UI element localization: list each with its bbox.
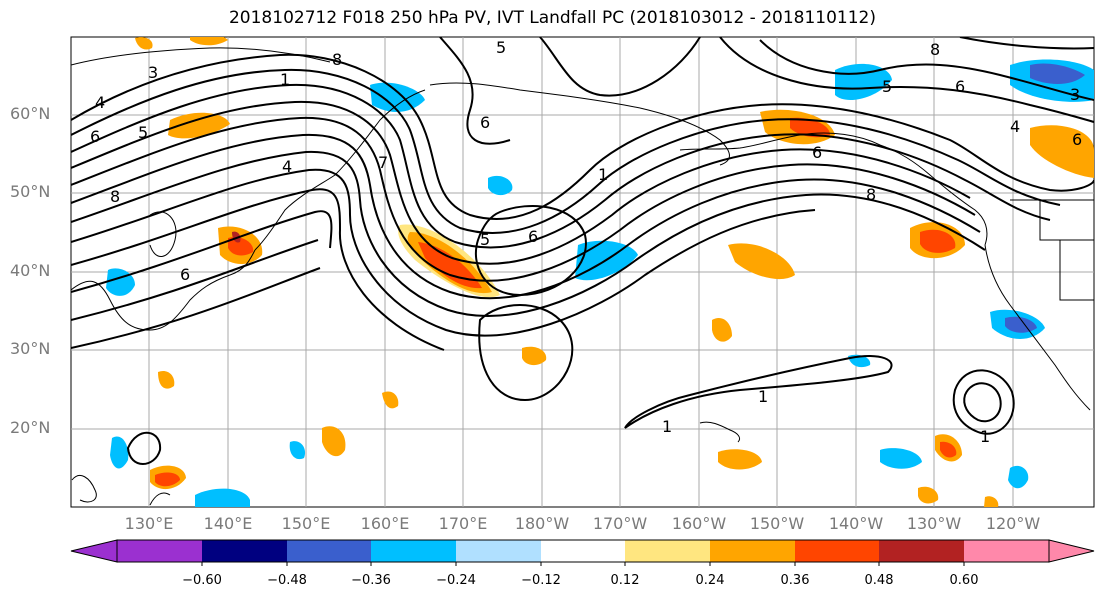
- contour-label-6-e: 6: [955, 77, 965, 96]
- colorbar: [70, 539, 1095, 566]
- lat-label-20n: 20°N: [10, 418, 51, 437]
- contour-label-6-c: 6: [528, 227, 538, 246]
- lon-label-160w: 160°W: [671, 514, 727, 533]
- contour-label-1-e: 1: [980, 427, 990, 446]
- colorbar-seg-11: [964, 540, 1049, 562]
- colorbar-seg-4: [371, 540, 456, 562]
- contour-label-6-a: 6: [480, 113, 490, 132]
- lon-label-170w: 170°W: [592, 514, 648, 533]
- contour-label-5-a: 5: [496, 38, 506, 57]
- lon-label-150w: 150°W: [749, 514, 805, 533]
- lon-label-130w: 130°W: [906, 514, 962, 533]
- contour-label-5-d: 5: [480, 230, 490, 249]
- contour-label-4-b: 4: [282, 157, 292, 176]
- colorbar-tick-label: 0.12: [610, 573, 640, 588]
- lon-label-160e: 160°E: [360, 514, 410, 533]
- colorbar-seg-7: [625, 540, 710, 562]
- contour-label-1-c: 1: [758, 387, 768, 406]
- contour-label-5-c: 5: [882, 77, 892, 96]
- lon-label-120w: 120°W: [985, 514, 1041, 533]
- contour-label-1-b: 1: [598, 165, 608, 184]
- colorbar-tick-label: 0.36: [780, 573, 810, 588]
- contour-label-4-a: 4: [95, 93, 105, 112]
- contour-labels: 8 5 6 1 3 4 5 6 8 4 7 6 1 8 6 1 1 1 8 6 …: [90, 38, 1082, 446]
- contour-label-8-c: 8: [866, 185, 876, 204]
- colorbar-extend-high: [1048, 539, 1095, 563]
- colorbar-seg-10: [879, 540, 964, 562]
- lon-label-140w: 140°W: [828, 514, 884, 533]
- coastlines: [71, 47, 1094, 506]
- contour-label-6-f: 6: [1072, 130, 1082, 149]
- lon-label-130e: 130°E: [124, 514, 174, 533]
- colorbar-tick-label: −0.60: [182, 573, 222, 588]
- colorbar-tick-label: 0.24: [695, 573, 725, 588]
- contour-label-6-b: 6: [90, 127, 100, 146]
- lat-label-40n: 40°N: [10, 261, 51, 280]
- contour-label-3-a: 3: [148, 63, 158, 82]
- contour-label-1-a: 1: [280, 70, 290, 89]
- colorbar-seg-6: [541, 540, 625, 562]
- contour-label-4-c: 4: [1010, 117, 1020, 136]
- colorbar-tick-label: −0.48: [267, 573, 307, 588]
- colorbar-seg-1: [117, 540, 202, 562]
- contour-label-8-d: 8: [930, 40, 940, 59]
- colorbar-extend-low: [70, 539, 118, 563]
- colorbar-tick-label: −0.24: [436, 573, 476, 588]
- contour-label-5-b: 5: [138, 123, 148, 142]
- colorbar-seg-8: [710, 540, 795, 562]
- contour-label-1-d: 1: [662, 417, 672, 436]
- contour-label-6-d: 6: [812, 143, 822, 162]
- contour-label-8-b: 8: [110, 187, 120, 206]
- lat-label-30n: 30°N: [10, 339, 51, 358]
- colorbar-tick-label: 0.48: [864, 573, 894, 588]
- colorbar-seg-9: [795, 540, 879, 562]
- colorbar-tick-label: −0.36: [351, 573, 391, 588]
- colorbar-seg-5: [456, 540, 541, 562]
- contour-label-3-b: 3: [1070, 85, 1080, 104]
- pv-contours: [71, 37, 1094, 465]
- colorbar-seg-3: [287, 540, 371, 562]
- lon-label-140e: 140°E: [203, 514, 253, 533]
- colorbar-seg-2: [202, 540, 287, 562]
- contour-label-7-a: 7: [378, 153, 388, 172]
- lat-label-60n: 60°N: [10, 104, 51, 123]
- contour-label-6-g: 6: [180, 265, 190, 284]
- lon-label-150e: 150°E: [281, 514, 331, 533]
- colorbar-tick-label: −0.12: [521, 573, 561, 588]
- lon-label-180w: 180°W: [514, 514, 570, 533]
- lon-label-170e: 170°E: [438, 514, 488, 533]
- lat-label-50n: 50°N: [10, 182, 51, 201]
- map-title: 2018102712 F018 250 hPa PV, IVT Landfall…: [228, 8, 876, 28]
- colorbar-tick-label: 0.60: [949, 573, 979, 588]
- contour-label-8-a: 8: [332, 50, 342, 69]
